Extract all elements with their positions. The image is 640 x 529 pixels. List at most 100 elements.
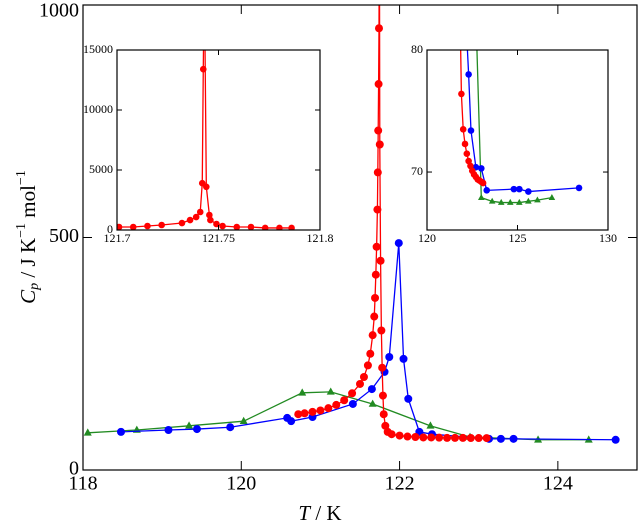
plot-frame <box>116 49 321 231</box>
data-point <box>233 223 241 230</box>
data-point <box>525 197 532 204</box>
data-point <box>399 354 408 363</box>
y-tick-label: 70 <box>411 164 423 178</box>
data-point <box>381 421 390 430</box>
data-point <box>348 389 357 398</box>
data-point <box>478 194 485 200</box>
data-point <box>474 434 483 443</box>
data-point <box>427 433 436 442</box>
data-point <box>324 404 333 413</box>
data-point <box>116 427 125 436</box>
data-point <box>371 293 380 302</box>
data-point <box>374 80 383 89</box>
inset-background <box>117 50 320 230</box>
data-point <box>368 331 377 340</box>
data-point <box>387 430 396 439</box>
data-point <box>496 434 505 443</box>
data-point <box>516 185 523 193</box>
data-point <box>326 387 335 395</box>
data-point <box>461 140 469 148</box>
data-point <box>332 400 341 409</box>
y-label-sup: −1 <box>14 170 29 185</box>
data-point <box>117 223 123 230</box>
data-point <box>395 431 404 440</box>
data-point <box>463 150 471 158</box>
data-point <box>247 223 255 230</box>
data-point <box>483 187 491 194</box>
data-point <box>473 40 480 46</box>
data-point <box>509 434 518 443</box>
series-line <box>119 50 292 229</box>
y-tick-label: 1000 <box>39 0 79 22</box>
data-point <box>185 421 194 429</box>
y-tick-label: 15000 <box>83 42 113 56</box>
y-tick-label: 5000 <box>89 162 113 176</box>
data-point <box>348 399 357 408</box>
data-point <box>482 434 491 443</box>
data-point <box>363 361 372 370</box>
data-point <box>374 126 383 135</box>
data-point <box>373 168 382 177</box>
x-axis-label: T / K <box>298 501 341 525</box>
data-point <box>196 208 204 216</box>
plot-area <box>83 5 620 444</box>
data-point <box>467 127 475 134</box>
data-point <box>458 433 467 442</box>
data-point <box>192 213 200 221</box>
x-tick-label: 121.75 <box>202 231 235 245</box>
data-point <box>465 71 472 78</box>
data-point <box>178 219 186 227</box>
x-tick-label: 121.7 <box>104 231 131 245</box>
data-point <box>207 216 214 224</box>
data-point <box>276 224 283 230</box>
data-point <box>356 379 364 388</box>
data-point <box>164 426 173 435</box>
data-point <box>206 211 213 219</box>
data-point <box>525 188 532 195</box>
data-point <box>404 394 413 403</box>
data-point <box>516 198 523 205</box>
data-point <box>377 326 386 335</box>
data-point <box>370 312 379 321</box>
data-point <box>186 216 194 224</box>
data-point <box>488 197 496 204</box>
y-tick-label: 500 <box>49 225 79 247</box>
x-tick-label: 130 <box>599 231 617 245</box>
series-line <box>87 391 589 441</box>
data-point <box>548 194 556 200</box>
data-point <box>83 428 92 436</box>
x-tick-label: 124 <box>543 473 573 495</box>
data-point <box>403 432 412 441</box>
data-point <box>443 433 452 442</box>
data-point <box>457 34 464 41</box>
data-point <box>464 34 471 41</box>
data-point <box>374 24 383 33</box>
data-point <box>376 256 385 265</box>
data-point <box>450 433 459 442</box>
data-point <box>158 221 165 229</box>
series-line <box>466 50 580 193</box>
data-point <box>419 433 428 442</box>
data-point <box>611 435 620 444</box>
data-point <box>478 165 485 172</box>
data-point <box>378 391 387 400</box>
x-tick-label: 118 <box>68 473 97 495</box>
data-point <box>435 433 444 442</box>
data-point <box>459 126 467 133</box>
data-point <box>575 184 583 192</box>
data-point <box>479 179 487 187</box>
data-point <box>385 353 394 362</box>
data-point <box>411 432 420 441</box>
data-point <box>239 416 248 424</box>
data-point <box>287 417 296 426</box>
data-point <box>378 363 387 372</box>
data-point <box>226 423 235 432</box>
data-point <box>203 183 210 191</box>
y-label-symbol: C <box>16 289 40 304</box>
x-label-unit: / K <box>310 501 342 525</box>
data-point <box>373 205 382 214</box>
x-tick-label: 120 <box>418 231 436 245</box>
y-tick-label: 0 <box>107 222 113 236</box>
data-point <box>294 410 303 419</box>
